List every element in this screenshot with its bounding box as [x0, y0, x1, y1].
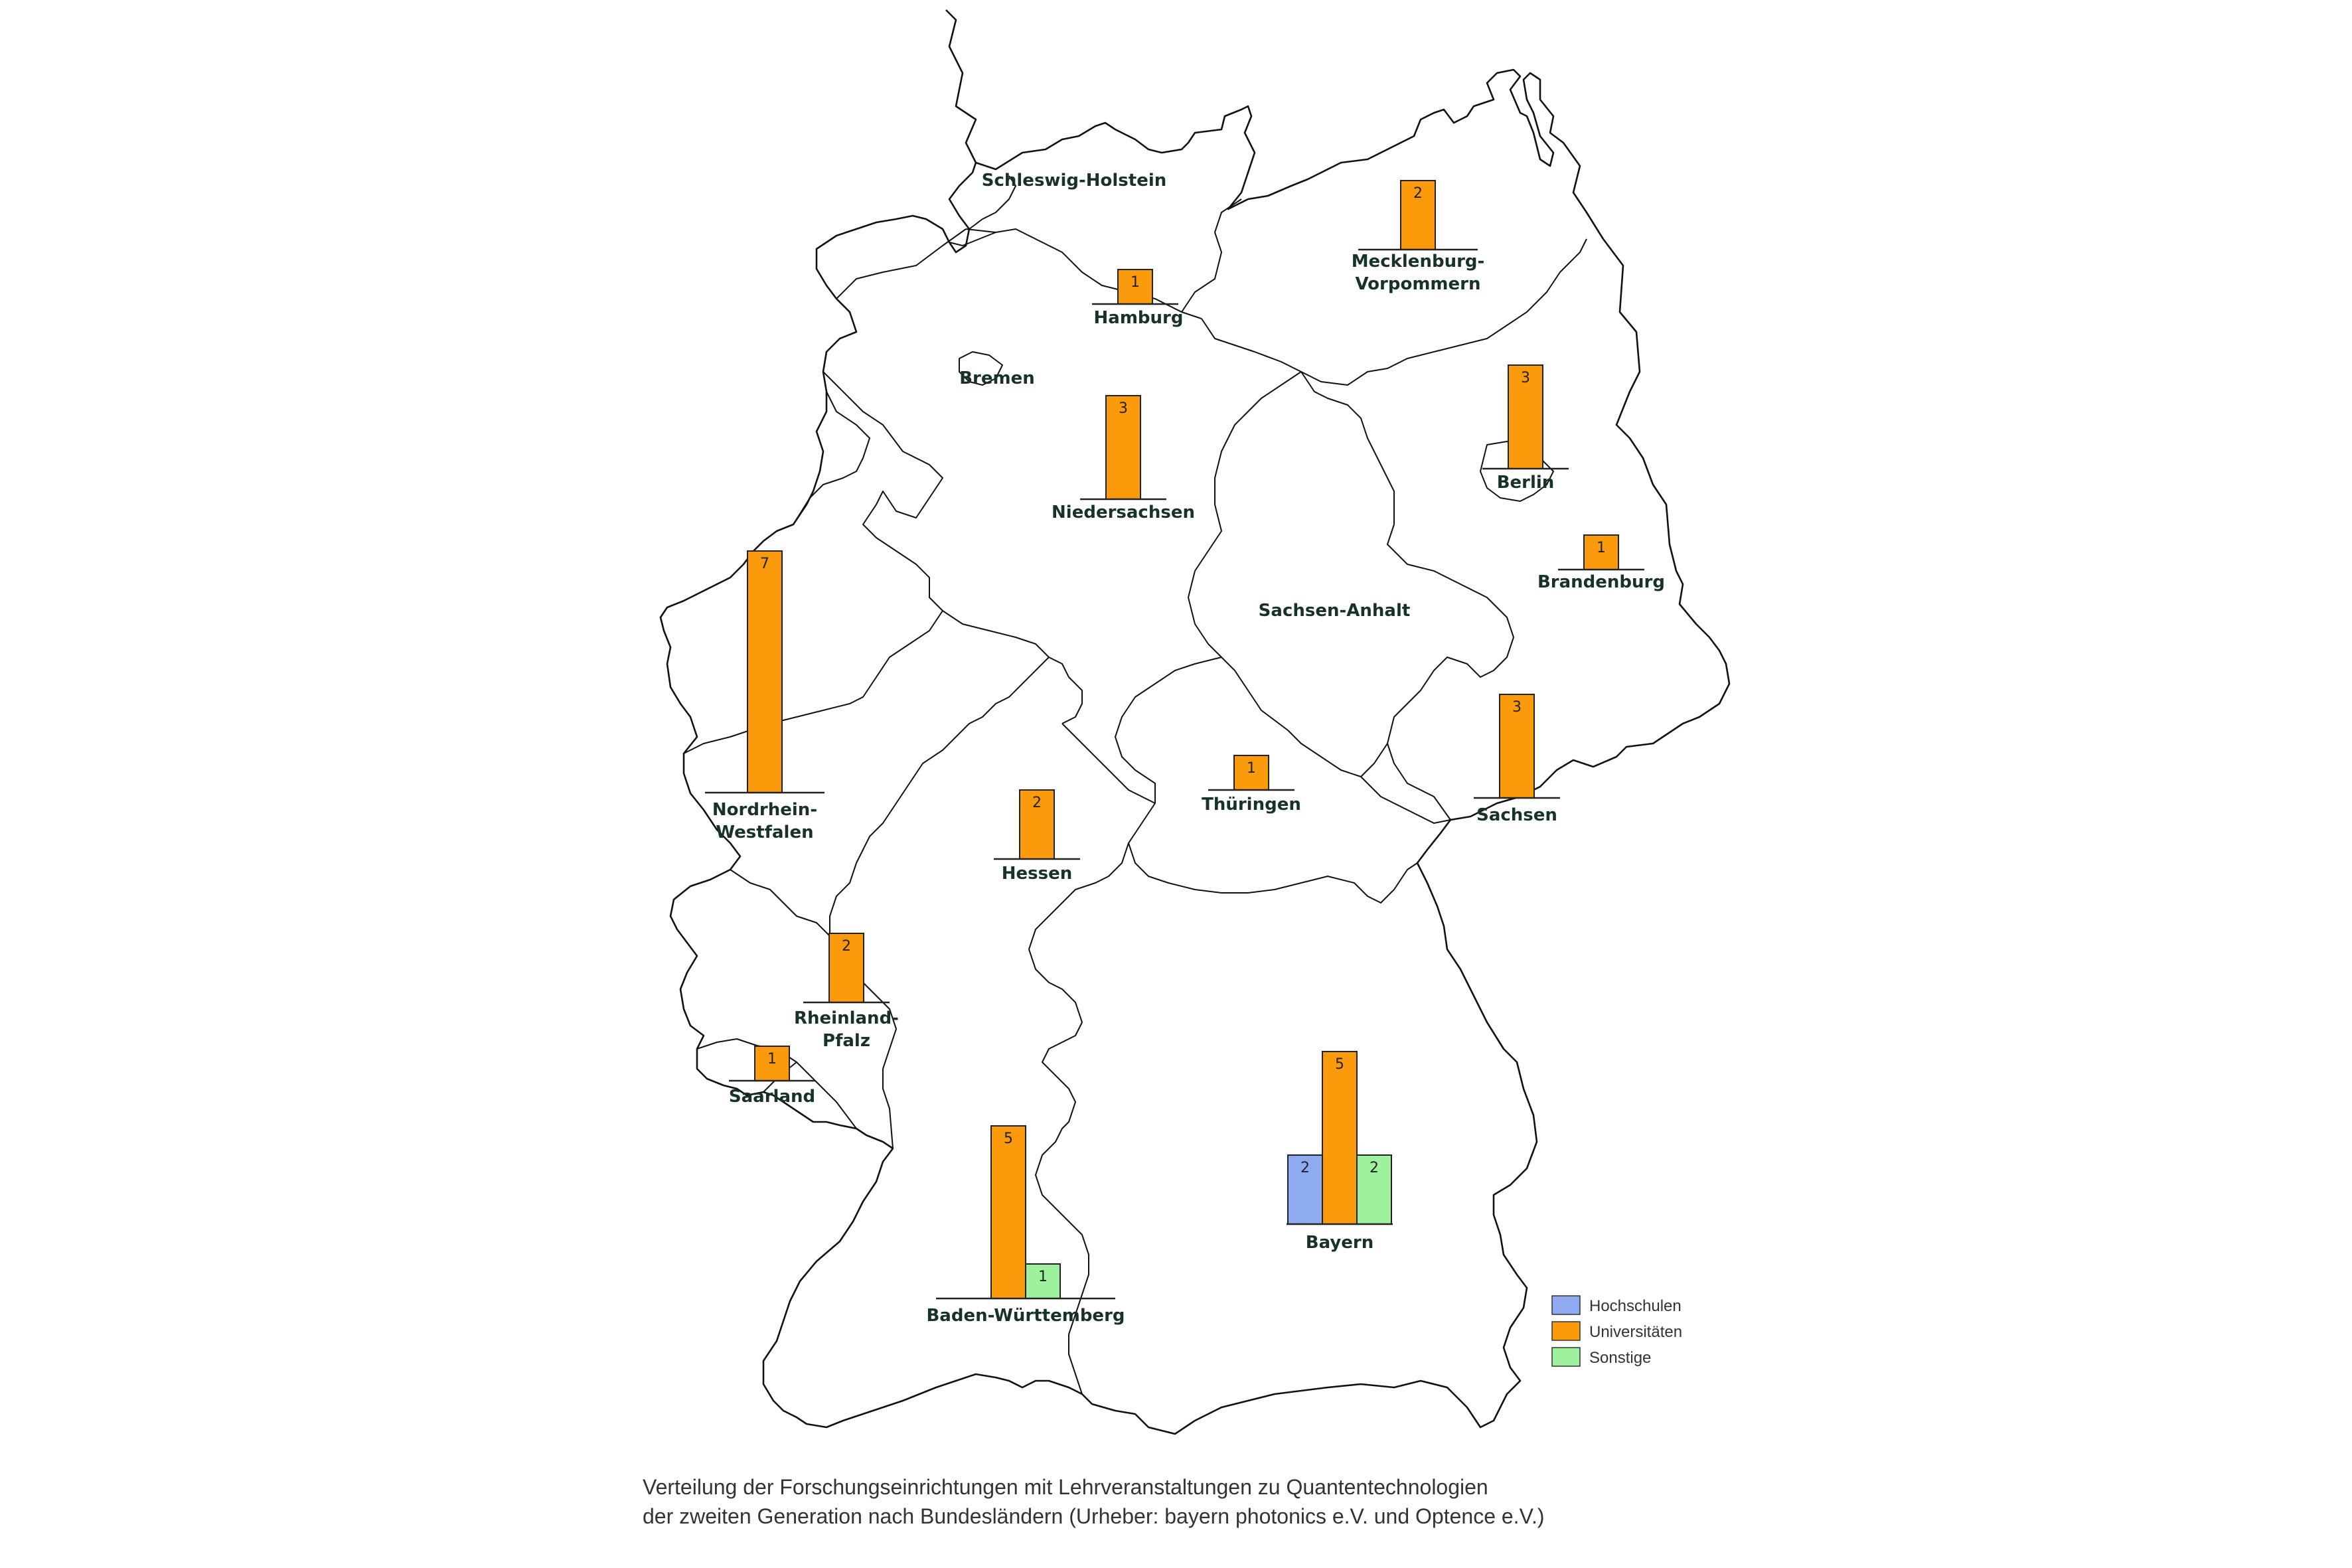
caption: Verteilung der Forschungseinrichtungen m…: [643, 1472, 1838, 1531]
bar-value-sachsen-universit-ten: 3: [1512, 699, 1522, 716]
label-thueringen: Thüringen: [1202, 795, 1301, 815]
label-nordrhein-westfalen-2: Westfalen: [716, 823, 813, 842]
bar-thueringen-universit-ten: [1233, 755, 1269, 791]
label-bremen: Bremen: [959, 368, 1035, 388]
bar-value-nordrhein-westfalen-universit-ten: 7: [760, 556, 769, 572]
caption-line-1: Verteilung der Forschungseinrichtungen m…: [643, 1475, 1488, 1499]
label-bayern: Bayern: [1306, 1233, 1373, 1253]
bar-value-bayern-hochschulen: 2: [1300, 1160, 1310, 1176]
state-labels: Schleswig-Holstein Hamburg Mecklenburg- …: [712, 171, 1665, 1326]
bar-value-baden-wuerttemberg-universit-ten: 5: [1004, 1131, 1013, 1147]
label-sachsen-anhalt: Sachsen-Anhalt: [1259, 601, 1411, 621]
bar-value-mecklenburg-vorpommern-universit-ten: 2: [1413, 185, 1423, 202]
legend-label-universitaeten: Universitäten: [1589, 1323, 1682, 1341]
legend-label-sonstige: Sonstige: [1589, 1349, 1651, 1367]
bar-value-thueringen-universit-ten: 1: [1247, 760, 1256, 777]
bar-nordrhein-westfalen-universit-ten: [747, 550, 783, 793]
bar-sachsen-universit-ten: [1499, 694, 1535, 799]
legend-swatch-sonstige: [1551, 1347, 1581, 1367]
bar-rheinland-pfalz-universit-ten: [828, 933, 864, 1003]
label-hamburg: Hamburg: [1094, 308, 1184, 328]
bar-value-bayern-sonstige: 2: [1370, 1160, 1379, 1176]
bar-value-berlin-universit-ten: 3: [1521, 370, 1530, 386]
bar-baden-wuerttemberg-universit-ten: [990, 1125, 1026, 1299]
label-mecklenburg-vorpommern-2: Vorpommern: [1355, 274, 1480, 294]
label-baden-wuerttemberg: Baden-Württemberg: [926, 1306, 1125, 1326]
bar-bayern-sonstige: [1356, 1154, 1392, 1225]
label-saarland: Saarland: [729, 1087, 815, 1107]
bar-bayern-hochschulen: [1287, 1154, 1323, 1225]
bar-value-bayern-universit-ten: 5: [1335, 1056, 1344, 1073]
bar-mecklenburg-vorpommern-universit-ten: [1400, 180, 1436, 250]
bars-layer: 1 2 3 3 1 7 3 1 2 2 1 2 5 2 5 1: [705, 180, 1644, 1300]
state-borders: [683, 175, 1587, 1395]
bar-niedersachsen-universit-ten: [1105, 395, 1141, 500]
bar-value-brandenburg-universit-ten: 1: [1597, 540, 1606, 556]
legend-label-hochschulen: Hochschulen: [1589, 1297, 1682, 1315]
label-berlin: Berlin: [1497, 473, 1555, 493]
label-mecklenburg-vorpommern-1: Mecklenburg-: [1352, 252, 1485, 272]
bar-value-rheinland-pfalz-universit-ten: 2: [842, 938, 851, 955]
label-sachsen: Sachsen: [1476, 805, 1557, 825]
label-schleswig-holstein: Schleswig-Holstein: [982, 171, 1167, 191]
bar-saarland-universit-ten: [754, 1046, 790, 1081]
bar-value-niedersachsen-universit-ten: 3: [1119, 400, 1128, 417]
label-rheinland-pfalz-2: Pfalz: [823, 1031, 870, 1051]
germany-outline: [659, 9, 1731, 1435]
label-brandenburg: Brandenburg: [1537, 572, 1665, 592]
legend-swatch-hochschulen: [1551, 1295, 1581, 1315]
bar-value-hamburg-universit-ten: 1: [1131, 274, 1140, 291]
bar-hessen-universit-ten: [1019, 789, 1055, 860]
legend-swatch-universitaeten: [1551, 1321, 1581, 1341]
bar-value-baden-wuerttemberg-sonstige: 1: [1038, 1269, 1048, 1285]
label-nordrhein-westfalen-1: Nordrhein-: [712, 800, 817, 820]
label-hessen: Hessen: [1002, 864, 1073, 884]
bar-brandenburg-universit-ten: [1583, 534, 1619, 570]
label-niedersachsen: Niedersachsen: [1052, 503, 1195, 522]
bar-bayern-universit-ten: [1322, 1051, 1358, 1225]
bar-value-saarland-universit-ten: 1: [767, 1051, 777, 1067]
legend: Hochschulen Universitäten Sonstige: [1551, 1295, 1682, 1367]
caption-line-2: der zweiten Generation nach Bundesländer…: [643, 1504, 1545, 1528]
bar-value-hessen-universit-ten: 2: [1032, 795, 1042, 811]
label-rheinland-pfalz-1: Rheinland-: [794, 1008, 899, 1028]
